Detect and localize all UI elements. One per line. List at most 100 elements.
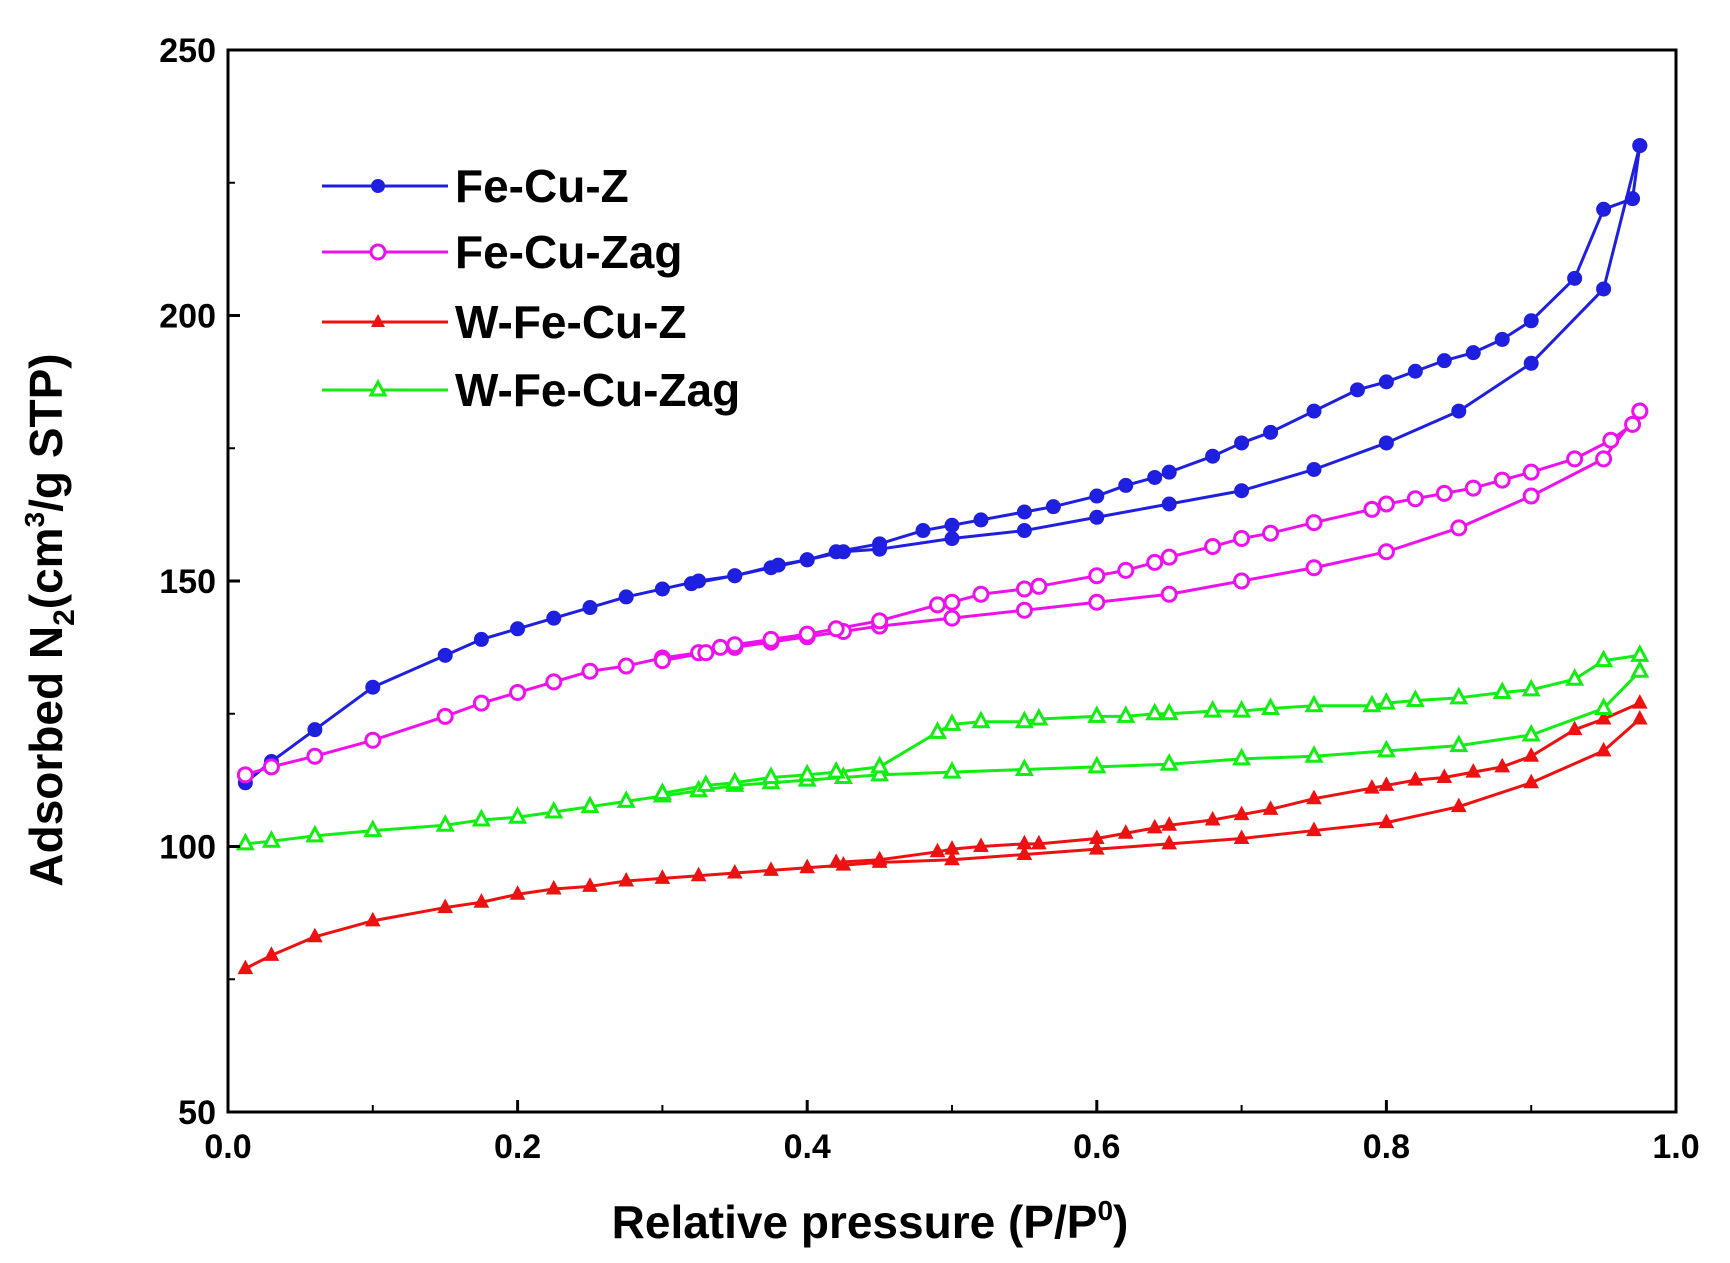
x-axis: 0.0 0.2 0.4 0.6 0.8 1.0 (204, 1100, 1700, 1166)
data-point (1435, 484, 1453, 502)
data-point (1203, 699, 1223, 718)
data-point (510, 621, 526, 637)
data-point (799, 552, 815, 568)
y-tick-label: 50 (178, 1094, 216, 1132)
data-point (826, 760, 846, 779)
data-point (654, 869, 671, 884)
data-point (1305, 559, 1323, 577)
data-point (1631, 694, 1648, 709)
data-point (1363, 500, 1381, 518)
data-point (1449, 686, 1469, 705)
data-point (1031, 834, 1047, 850)
data-point (1146, 553, 1164, 571)
data-point (942, 760, 962, 779)
data-point (1449, 734, 1469, 753)
data-point (1304, 745, 1324, 763)
data-point (1234, 483, 1250, 499)
data-point (546, 610, 562, 626)
data-point (1565, 668, 1585, 686)
data-point (725, 771, 745, 790)
data-point (306, 747, 324, 765)
data-point (580, 795, 600, 814)
data-point (944, 531, 960, 547)
data-point (1632, 138, 1648, 154)
y-tick-label: 100 (159, 829, 216, 867)
legend: Fe-Cu-Z Fe-Cu-Zag W-Fe-Cu-Z W-Fe-Cu-Zag (322, 160, 740, 416)
data-point (1088, 840, 1105, 855)
data-point (509, 885, 526, 900)
data-point (1596, 281, 1612, 297)
data-point (928, 721, 948, 739)
legend-label-fe-cu-zag: Fe-Cu-Zag (455, 226, 682, 278)
series-line-w-fe-cu-zag-adsorption (245, 670, 1641, 846)
data-point (1161, 816, 1178, 831)
data-point (929, 842, 946, 858)
data-point (1161, 464, 1177, 480)
data-point (798, 625, 816, 643)
data-point (942, 713, 962, 731)
data-point (1016, 845, 1033, 860)
data-point (697, 644, 715, 662)
data-point (1494, 331, 1510, 347)
data-point (943, 593, 961, 611)
data-point (1016, 834, 1033, 850)
data-point (1566, 720, 1583, 736)
data-point (1465, 763, 1482, 778)
data-point (726, 636, 744, 654)
data-point (1305, 514, 1323, 532)
plot-marks (235, 138, 1650, 975)
data-point (545, 879, 562, 895)
data-point (305, 824, 325, 843)
data-point (435, 814, 455, 832)
y-tick-label: 250 (159, 32, 216, 70)
data-point (581, 662, 599, 680)
data-point (1364, 779, 1380, 794)
data-point (1464, 479, 1482, 497)
series-fe-cu-zag (236, 402, 1649, 784)
data-point (1492, 681, 1512, 700)
data-point (696, 774, 716, 792)
data-point (472, 694, 490, 712)
data-point (1159, 702, 1179, 721)
data-point (437, 898, 454, 914)
series-line-fe-cu-zag-desorption (662, 410, 1642, 663)
data-point (1014, 710, 1034, 729)
data-point (1595, 741, 1612, 757)
data-point (508, 806, 528, 824)
x-tick-label: 0.8 (1363, 1128, 1410, 1166)
data-point (711, 638, 729, 656)
data-point (1306, 403, 1322, 419)
data-point (1261, 697, 1281, 715)
data-point (1523, 747, 1540, 762)
data-point (545, 673, 563, 691)
data-point (871, 612, 889, 630)
data-point (509, 684, 527, 702)
data-point (1595, 450, 1613, 468)
series-w-fe-cu-z (237, 694, 1648, 975)
data-point (872, 536, 888, 552)
data-point (1160, 548, 1178, 566)
legend-item-w-fe-cu-zag: W-Fe-Cu-Zag (322, 364, 740, 416)
data-point (1306, 461, 1322, 477)
data-point (1205, 448, 1221, 464)
data-point (1378, 776, 1395, 791)
data-point (473, 893, 490, 908)
data-point (307, 722, 323, 738)
data-point (473, 631, 489, 647)
data-point (1159, 753, 1179, 771)
data-point (1262, 524, 1280, 542)
data-point (1234, 435, 1250, 451)
data-point (1594, 649, 1614, 668)
data-point (1567, 270, 1583, 286)
data-point (1378, 374, 1394, 390)
data-point (1087, 755, 1107, 774)
data-point (544, 800, 564, 819)
data-point (582, 877, 598, 892)
x-tick-label: 0.6 (1073, 1128, 1120, 1166)
data-point (616, 790, 636, 808)
y-axis-label: Adsorbed N2(cm3/g STP) (19, 353, 81, 886)
data-point (263, 946, 280, 961)
data-point (618, 871, 635, 887)
data-point (770, 557, 786, 573)
data-point (1436, 768, 1453, 783)
